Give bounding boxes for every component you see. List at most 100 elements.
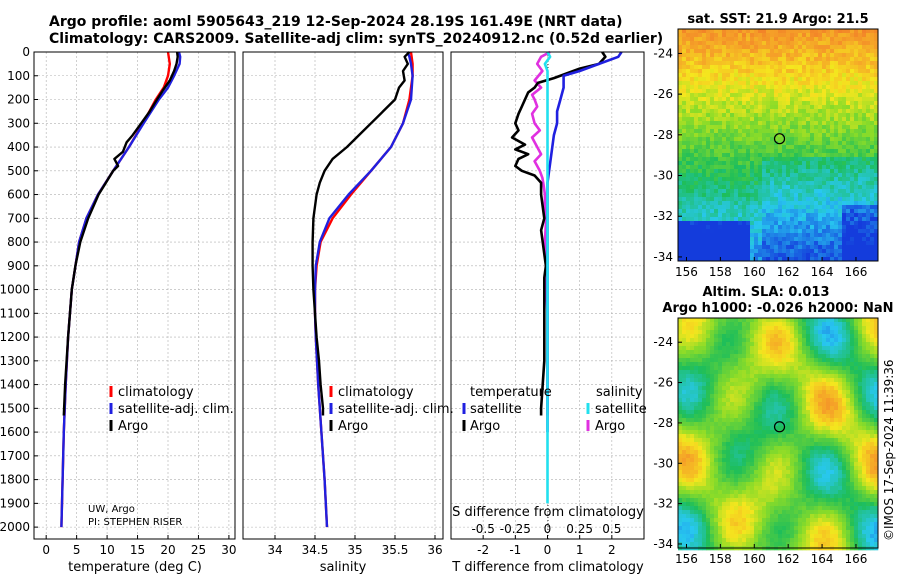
- map-pixel: [854, 129, 859, 134]
- map-pixel: [714, 454, 719, 459]
- map-pixel: [694, 342, 699, 347]
- map-pixel: [746, 81, 751, 86]
- map-pixel: [706, 185, 711, 190]
- map-pixel: [770, 73, 775, 78]
- map-pixel: [810, 390, 815, 395]
- map-pixel: [858, 209, 863, 214]
- map-pixel: [874, 173, 879, 178]
- map-pixel: [866, 414, 871, 419]
- map-pixel: [838, 410, 843, 415]
- map-pixel: [830, 410, 835, 415]
- map-pixel: [806, 141, 811, 146]
- map-pixel: [710, 113, 715, 118]
- map-pixel: [750, 454, 755, 459]
- map-pixel: [794, 422, 799, 427]
- map-pixel: [702, 57, 707, 62]
- map-pixel: [718, 57, 723, 62]
- map-pixel: [734, 69, 739, 74]
- map-pixel: [702, 366, 707, 371]
- map-pixel: [834, 109, 839, 114]
- map-pixel: [746, 49, 751, 54]
- map-pixel: [754, 157, 759, 162]
- map-pixel: [858, 117, 863, 122]
- map-pixel: [682, 77, 687, 82]
- map-pixel: [690, 205, 695, 210]
- map-pixel: [790, 69, 795, 74]
- map-pixel: [822, 173, 827, 178]
- map-pixel: [734, 65, 739, 70]
- map-pixel: [782, 105, 787, 110]
- map-pixel: [794, 394, 799, 399]
- map-pixel: [826, 89, 831, 94]
- map-pixel: [710, 69, 715, 74]
- map-pixel: [710, 458, 715, 463]
- map-pixel: [794, 169, 799, 174]
- map-pixel: [854, 229, 859, 234]
- map-pixel: [782, 338, 787, 343]
- map-pixel: [778, 358, 783, 363]
- map-pixel: [690, 382, 695, 387]
- map-pixel: [686, 193, 691, 198]
- map-pixel: [790, 430, 795, 435]
- map-pixel: [854, 354, 859, 359]
- map-pixel: [834, 430, 839, 435]
- map-pixel: [686, 233, 691, 238]
- map-pixel: [678, 73, 683, 78]
- map-pixel: [866, 45, 871, 50]
- map-pixel: [682, 390, 687, 395]
- map-pixel: [722, 105, 727, 110]
- map-pixel: [698, 137, 703, 142]
- map-pixel: [850, 61, 855, 66]
- map-pixel: [858, 386, 863, 391]
- map-pixel: [834, 338, 839, 343]
- map-pixel: [718, 193, 723, 198]
- map-pixel: [794, 125, 799, 130]
- map-pixel: [818, 390, 823, 395]
- map-pixel: [718, 322, 723, 327]
- map-pixel: [790, 145, 795, 150]
- map-pixel: [726, 446, 731, 451]
- map-pixel: [734, 233, 739, 238]
- map-pixel: [706, 366, 711, 371]
- map-pixel: [818, 382, 823, 387]
- map-pixel: [750, 225, 755, 230]
- map-pixel: [690, 41, 695, 46]
- map-pixel: [850, 249, 855, 254]
- map-pixel: [822, 410, 827, 415]
- map-pixel: [678, 185, 683, 190]
- map-pixel: [862, 462, 867, 467]
- map-pixel: [774, 209, 779, 214]
- map-pixel: [806, 149, 811, 154]
- map-pixel: [754, 65, 759, 70]
- map-pixel: [838, 145, 843, 150]
- map-pixel: [774, 89, 779, 94]
- map-pixel: [706, 237, 711, 242]
- map-pixel: [826, 354, 831, 359]
- map-pixel: [714, 201, 719, 206]
- map-pixel: [718, 29, 723, 34]
- map-pixel: [830, 193, 835, 198]
- map-pixel: [774, 181, 779, 186]
- map-pixel: [846, 157, 851, 162]
- map-pixel: [718, 406, 723, 411]
- map-pixel: [686, 41, 691, 46]
- map-pixel: [750, 173, 755, 178]
- map-pixel: [702, 334, 707, 339]
- map-pixel: [742, 189, 747, 194]
- map-pixel: [742, 57, 747, 62]
- map-pixel: [858, 173, 863, 178]
- map-pixel: [734, 145, 739, 150]
- map-pixel: [870, 73, 875, 78]
- map-pixel: [866, 57, 871, 62]
- map-pixel: [838, 346, 843, 351]
- map-pixel: [726, 450, 731, 455]
- map-pixel: [710, 334, 715, 339]
- map-pixel: [742, 229, 747, 234]
- map-pixel: [734, 390, 739, 395]
- map-pixel: [814, 450, 819, 455]
- map-pixel: [758, 57, 763, 62]
- map-pixel: [790, 434, 795, 439]
- map-pixel: [862, 153, 867, 158]
- map-pixel: [774, 446, 779, 451]
- map-pixel: [778, 249, 783, 254]
